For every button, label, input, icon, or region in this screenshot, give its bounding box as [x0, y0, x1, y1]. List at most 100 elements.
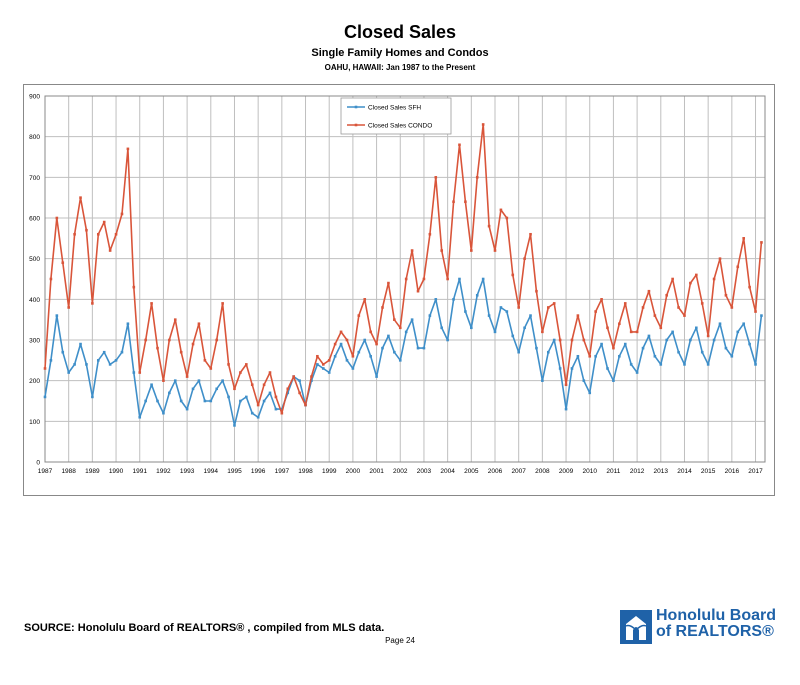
- data-point-condo: [588, 354, 592, 358]
- hbr-logo-mark-icon: [620, 610, 652, 644]
- data-point-condo: [505, 216, 509, 220]
- data-point-sfh: [677, 350, 680, 354]
- chart-title: Closed Sales: [343, 22, 457, 42]
- data-point-sfh: [274, 407, 278, 411]
- data-point-condo: [292, 375, 295, 378]
- data-point-condo: [173, 318, 177, 321]
- data-point-sfh: [612, 379, 615, 382]
- data-point-sfh: [647, 334, 651, 338]
- data-point-condo: [369, 330, 372, 334]
- data-point-sfh: [286, 391, 290, 395]
- data-point-sfh: [523, 326, 526, 330]
- x-tick-label: 1988: [61, 468, 76, 475]
- data-point-condo: [245, 363, 248, 366]
- data-point-sfh: [493, 330, 497, 334]
- x-tick-label: 2009: [559, 468, 574, 475]
- data-point-condo: [268, 371, 272, 374]
- data-point-condo: [511, 273, 515, 277]
- data-point-sfh: [233, 424, 236, 427]
- data-point-condo: [683, 314, 686, 317]
- data-point-sfh: [481, 277, 485, 281]
- data-point-condo: [428, 232, 432, 236]
- data-point-condo: [470, 249, 473, 252]
- data-point-sfh: [250, 411, 254, 415]
- data-point-sfh: [245, 395, 248, 399]
- data-point-condo: [339, 330, 343, 334]
- data-point-condo: [582, 338, 586, 342]
- data-point-condo: [55, 216, 59, 220]
- data-point-sfh: [120, 350, 124, 354]
- data-point-sfh: [464, 310, 467, 313]
- plot-area: [44, 95, 766, 463]
- data-point-sfh: [262, 399, 266, 403]
- data-point-sfh: [570, 367, 574, 370]
- data-point-condo: [647, 289, 651, 293]
- hbr-logo-text: Honolulu Board of REALTORS®: [656, 608, 776, 640]
- data-point-sfh: [558, 367, 562, 370]
- x-tick-label: 2013: [654, 468, 669, 475]
- data-point-condo: [671, 277, 674, 281]
- data-point-sfh: [114, 359, 118, 362]
- x-tick-label: 2002: [393, 468, 408, 475]
- data-point-sfh: [179, 399, 183, 403]
- data-point-condo: [96, 232, 100, 236]
- data-point-sfh: [434, 298, 438, 301]
- data-point-condo: [168, 338, 171, 342]
- data-point-sfh: [221, 379, 224, 382]
- data-point-condo: [570, 338, 574, 342]
- hbr-logo-line1: Honolulu Board: [656, 607, 776, 624]
- data-point-condo: [67, 306, 70, 309]
- data-point-condo: [724, 293, 728, 297]
- data-point-sfh: [191, 387, 195, 391]
- x-tick-label: 2017: [748, 468, 763, 475]
- data-point-sfh: [108, 363, 112, 366]
- data-point-sfh: [416, 346, 420, 350]
- data-point-condo: [446, 277, 449, 281]
- data-point-condo: [132, 285, 136, 289]
- data-point-condo: [321, 363, 325, 366]
- data-point-condo: [120, 212, 124, 216]
- data-point-sfh: [665, 338, 669, 342]
- data-point-sfh: [333, 354, 337, 358]
- data-point-condo: [233, 387, 236, 391]
- data-point-condo: [742, 237, 745, 240]
- data-point-condo: [162, 379, 165, 382]
- data-point-sfh: [730, 354, 734, 358]
- data-point-condo: [718, 257, 722, 260]
- data-point-condo: [43, 367, 47, 370]
- legend-box: [340, 97, 452, 135]
- data-point-condo: [126, 147, 130, 151]
- data-point-sfh: [316, 363, 319, 366]
- x-tick-label: 2008: [535, 468, 550, 475]
- data-point-condo: [475, 176, 479, 179]
- data-point-sfh: [410, 318, 414, 321]
- data-point-sfh: [102, 350, 106, 354]
- chart-subtitle: Single Family Homes and Condos: [311, 47, 489, 59]
- data-point-sfh: [298, 379, 301, 382]
- y-tick-label: 300: [29, 338, 40, 345]
- data-point-sfh: [511, 334, 515, 338]
- data-point-sfh: [43, 395, 47, 399]
- data-point-condo: [363, 298, 367, 301]
- data-point-condo: [280, 411, 284, 415]
- data-point-sfh: [173, 379, 177, 382]
- x-tick-label: 1991: [133, 468, 148, 475]
- data-point-sfh: [718, 322, 722, 326]
- data-point-condo: [410, 249, 414, 252]
- hbr-logo-line2: of REALTORS®: [656, 623, 774, 640]
- x-tick-label: 2014: [677, 468, 692, 475]
- data-point-condo: [422, 277, 426, 281]
- series-line-sfh: [44, 278, 763, 427]
- data-point-sfh: [541, 379, 544, 382]
- data-point-condo: [665, 293, 669, 297]
- data-point-condo: [748, 285, 751, 289]
- data-point-condo: [440, 249, 444, 252]
- x-tick-label: 1996: [251, 468, 266, 475]
- data-point-condo: [61, 261, 65, 265]
- data-point-sfh: [576, 354, 580, 358]
- data-point-condo: [150, 302, 153, 305]
- data-point-condo: [416, 289, 420, 293]
- data-point-sfh: [546, 350, 550, 354]
- data-point-condo: [215, 338, 219, 342]
- data-point-sfh: [582, 379, 586, 382]
